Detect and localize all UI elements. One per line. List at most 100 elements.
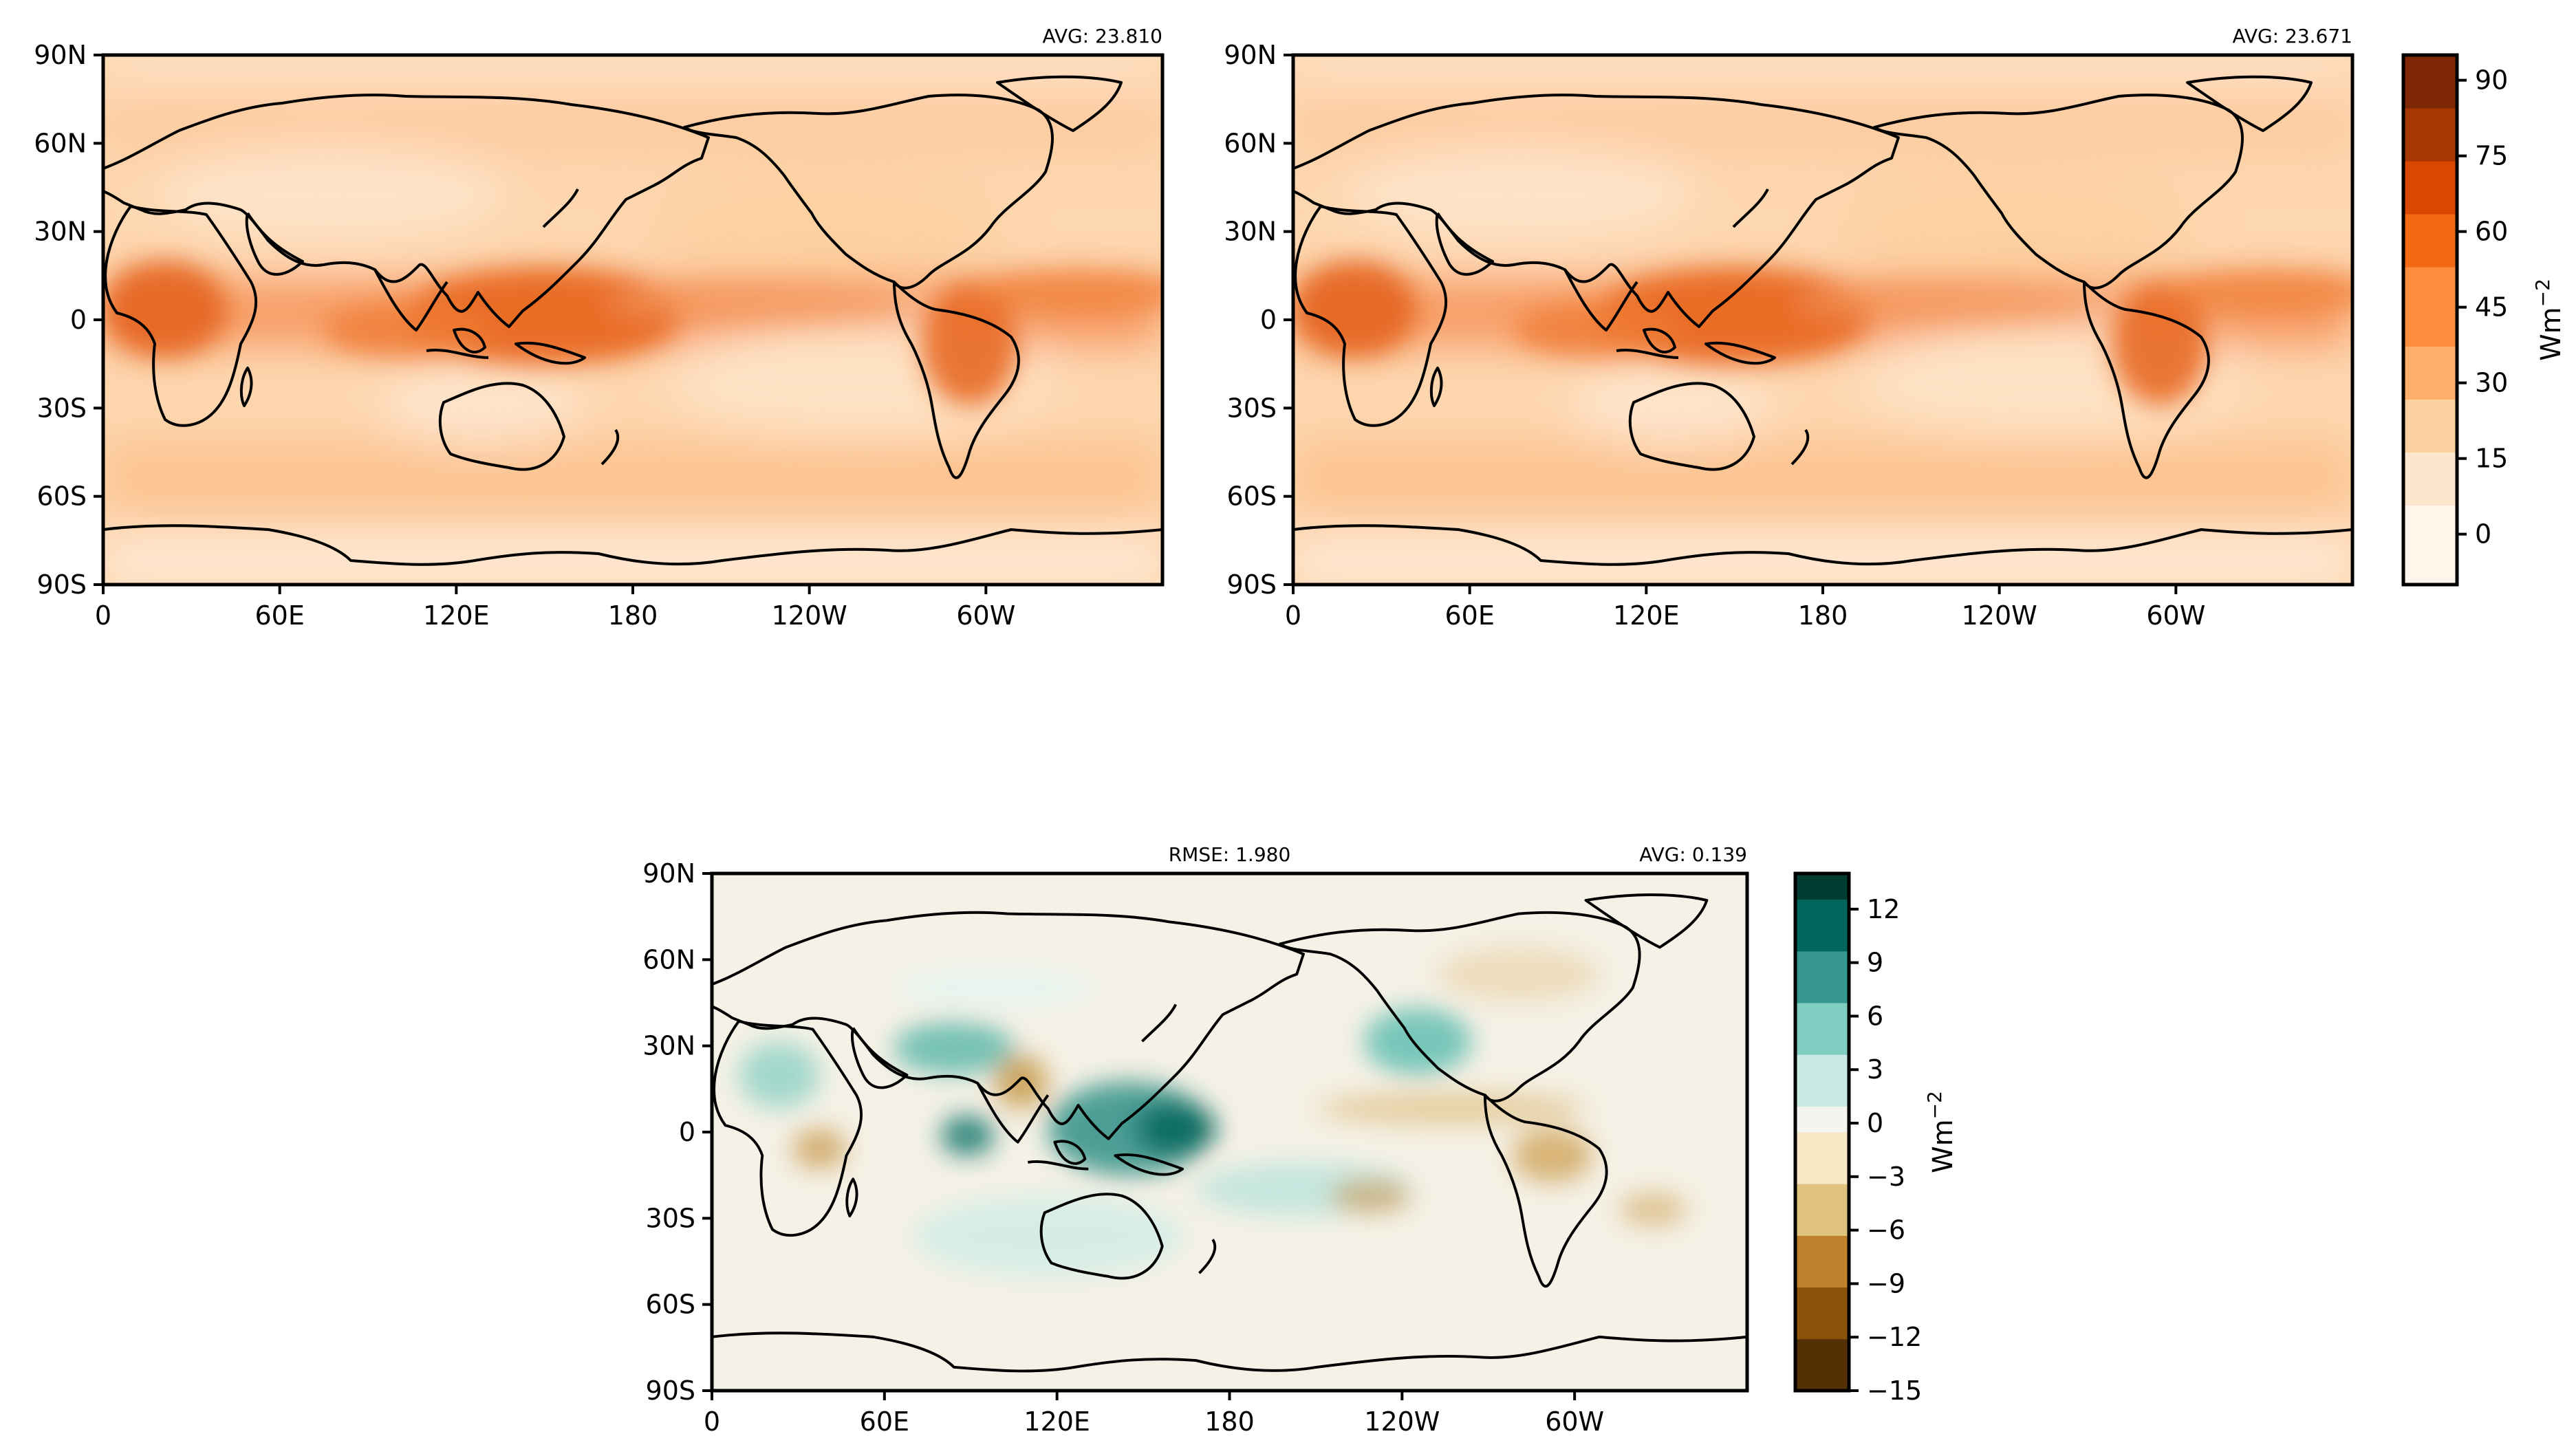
colorbar-band bbox=[1795, 1106, 1849, 1133]
colorbar-band bbox=[2403, 505, 2457, 532]
lon-tick-label: 120W bbox=[1962, 600, 2037, 631]
colorbar-tick-label: 30 bbox=[2475, 368, 2508, 398]
lat-tick-label: 60S bbox=[1227, 481, 1277, 512]
colorbar-band bbox=[2403, 108, 2457, 135]
colorbar-band bbox=[1795, 1158, 1849, 1184]
lat-tick-label: 90S bbox=[646, 1376, 695, 1406]
colorbar-band bbox=[2403, 55, 2457, 82]
colorbar-band bbox=[1795, 1235, 1849, 1262]
colorbar-unit-label: Wm−2 bbox=[2531, 279, 2565, 361]
colorbar-band bbox=[2403, 293, 2457, 320]
lat-tick-label: 60S bbox=[646, 1290, 695, 1320]
lon-tick-label: 60E bbox=[860, 1406, 909, 1437]
lon-tick-label: 60E bbox=[1444, 600, 1494, 631]
lon-tick-label: 180 bbox=[1798, 600, 1848, 631]
lon-tick-label: 120E bbox=[1613, 600, 1680, 631]
colorbar-band bbox=[2403, 161, 2457, 188]
colorbar-tick-label: −6 bbox=[1867, 1215, 1905, 1246]
colorbar-band bbox=[1795, 899, 1849, 926]
colorbar-tick-label: 75 bbox=[2475, 141, 2508, 171]
colorbar-band bbox=[1795, 1338, 1849, 1365]
colorbar-band bbox=[2403, 452, 2457, 479]
lon-tick-label: 120E bbox=[1024, 1406, 1090, 1437]
colorbar-tick-label: −15 bbox=[1867, 1376, 1922, 1406]
map-panel-diff: 0 60E 120E 180 120W 60W 90N 60N 30N 0 30S 60S 90S AVG… bbox=[642, 843, 1749, 1437]
colorbar-band bbox=[2403, 187, 2457, 215]
lat-tick-label: 90S bbox=[1227, 569, 1277, 600]
colorbar-band bbox=[1795, 1132, 1849, 1159]
lon-tick-label: 120W bbox=[772, 600, 847, 631]
colorbar-tick-label: −3 bbox=[1867, 1162, 1905, 1192]
lon-tick-label: 60W bbox=[1545, 1406, 1604, 1437]
colorbar-tick-label: 15 bbox=[2475, 444, 2508, 474]
colorbar-bottom: 12 9 6 3 0 −3 −6 −9 −12 −15 Wm−2 bbox=[1793, 871, 1959, 1406]
colorbar-band bbox=[1795, 1261, 1849, 1288]
lat-tick-label: 60N bbox=[34, 128, 87, 158]
colorbar-band bbox=[2403, 134, 2457, 162]
lon-tick-label: 180 bbox=[608, 600, 658, 631]
colorbar-tick-label: −9 bbox=[1867, 1268, 1905, 1299]
lon-tick-label: 0 bbox=[95, 600, 111, 631]
lat-tick-label: 60N bbox=[642, 944, 695, 975]
colorbar-band bbox=[2403, 532, 2457, 558]
colorbar-band bbox=[1795, 950, 1849, 977]
colorbar-tick-label: 3 bbox=[1867, 1054, 1883, 1085]
unit-exponent: −2 bbox=[2531, 279, 2554, 307]
colorbar-band bbox=[1795, 873, 1849, 900]
unit-base: Wm bbox=[2535, 307, 2565, 361]
lon-tick-label: 120E bbox=[423, 600, 490, 631]
colorbar-tick-label: 12 bbox=[1867, 894, 1900, 924]
colorbar-band bbox=[1795, 1209, 1849, 1236]
avg-label: AVG: 23.810 bbox=[1042, 25, 1162, 47]
lat-tick-label: 0 bbox=[70, 305, 87, 335]
colorbar-tick-label: 90 bbox=[2475, 65, 2508, 96]
lat-tick-label: 90N bbox=[34, 40, 87, 70]
colorbar-band bbox=[1795, 1080, 1849, 1107]
lat-tick-label: 30S bbox=[37, 393, 87, 423]
contour-field bbox=[103, 55, 1190, 585]
colorbar-band bbox=[2403, 426, 2457, 453]
lon-tick-label: 60W bbox=[2146, 600, 2205, 631]
map-panel-model: 0 60E 120E 180 120W 60W 90N 60N 30N 0 30S 60S 90S AVG… bbox=[34, 25, 1190, 631]
colorbar-frame bbox=[2401, 53, 2459, 587]
map-panel-obs: 0 60E 120E 180 120W 60W 90N 60N 30N 0 30S 60S 90S AVG… bbox=[1224, 25, 2355, 631]
unit-exponent: −2 bbox=[1923, 1091, 1946, 1119]
lat-tick-label: 60S bbox=[37, 481, 87, 512]
contour-field bbox=[712, 873, 1747, 1391]
colorbar-band bbox=[1795, 925, 1849, 952]
unit-base: Wm bbox=[1927, 1119, 1959, 1173]
lat-tick-label: 90N bbox=[642, 858, 695, 889]
colorbar-tick-label: 0 bbox=[2475, 519, 2491, 550]
colorbar-top: 90 75 60 45 30 15 0 Wm−2 bbox=[2401, 53, 2565, 587]
colorbar-band bbox=[1795, 1003, 1849, 1030]
lon-tick-label: 180 bbox=[1204, 1406, 1255, 1437]
avg-label: AVG: 0.139 bbox=[1639, 843, 1747, 866]
lat-tick-label: 0 bbox=[679, 1117, 695, 1147]
colorbar-band bbox=[2403, 267, 2457, 294]
colorbar-tick-label: 9 bbox=[1867, 948, 1883, 978]
colorbar-band bbox=[1795, 1365, 1849, 1391]
lon-tick-label: 120W bbox=[1364, 1406, 1440, 1437]
colorbar-tick-label: 60 bbox=[2475, 217, 2508, 247]
colorbar-band bbox=[2403, 240, 2457, 268]
rmse-label: RMSE: 1.980 bbox=[1169, 843, 1291, 866]
colorbar-band bbox=[2403, 399, 2457, 426]
colorbar-unit-label: Wm−2 bbox=[1923, 1091, 1959, 1173]
lat-tick-label: 30S bbox=[646, 1203, 695, 1233]
lon-tick-label: 60E bbox=[255, 600, 304, 631]
colorbar-tick-label: 45 bbox=[2475, 292, 2508, 323]
colorbar-band bbox=[2403, 558, 2457, 585]
colorbar-band bbox=[2403, 320, 2457, 347]
lat-tick-label: 90S bbox=[37, 569, 87, 600]
avg-label: AVG: 23.671 bbox=[2232, 25, 2352, 47]
lat-tick-label: 30S bbox=[1227, 393, 1277, 423]
lon-tick-label: 0 bbox=[1285, 600, 1301, 631]
colorbar-band bbox=[2403, 214, 2457, 241]
lat-tick-label: 30N bbox=[1224, 217, 1277, 247]
colorbar-band bbox=[2403, 346, 2457, 373]
colorbar-band bbox=[2403, 373, 2457, 400]
lat-tick-label: 60N bbox=[1224, 128, 1277, 158]
colorbar-tick-label: 0 bbox=[1867, 1108, 1883, 1138]
lat-tick-label: 90N bbox=[1224, 40, 1277, 70]
